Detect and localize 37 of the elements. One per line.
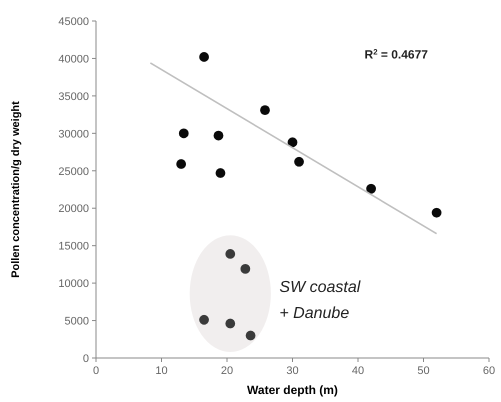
point bbox=[199, 314, 209, 325]
point bbox=[240, 264, 250, 274]
point bbox=[294, 156, 304, 167]
y-axis-title: Pollen concentration/g dry weight bbox=[10, 100, 22, 278]
y-tick-label: 10000 bbox=[58, 278, 89, 290]
y-tick-label: 40000 bbox=[58, 53, 89, 66]
point bbox=[225, 249, 236, 259]
point bbox=[199, 52, 209, 62]
x-axis-title: Water depth (m) bbox=[247, 383, 338, 397]
annotation: + Danube bbox=[279, 305, 350, 322]
y-tick-label: 0 bbox=[82, 353, 89, 365]
x-tick-label: 30 bbox=[286, 365, 299, 377]
y-tick-label: 35000 bbox=[58, 90, 89, 103]
y-tick-label: 15000 bbox=[58, 240, 89, 253]
x-tick-label: 0 bbox=[92, 365, 100, 377]
x-tick-label: 10 bbox=[155, 365, 168, 377]
annotation: R$^{2}$ = 0.4677 bbox=[364, 46, 428, 62]
point bbox=[225, 318, 236, 328]
point bbox=[432, 208, 442, 218]
point bbox=[260, 105, 270, 115]
x-tick-label: 40 bbox=[352, 365, 364, 377]
y-tick-label: 25000 bbox=[58, 166, 89, 178]
point bbox=[176, 159, 186, 169]
x-tick-label: 50 bbox=[417, 365, 430, 377]
point bbox=[246, 330, 256, 340]
point bbox=[216, 168, 226, 178]
y-tick-label: 5000 bbox=[64, 316, 89, 328]
y-tick-label: 20000 bbox=[58, 203, 89, 216]
x-tick-label: 20 bbox=[220, 365, 234, 377]
y-tick-label: 30000 bbox=[58, 128, 89, 140]
point bbox=[366, 184, 376, 194]
y-tick-label: 45000 bbox=[58, 16, 89, 28]
x-tick-label: 60 bbox=[482, 365, 496, 377]
point bbox=[288, 137, 298, 148]
annotation: SW coastal bbox=[279, 279, 361, 296]
point bbox=[178, 128, 189, 138]
point bbox=[214, 130, 224, 140]
